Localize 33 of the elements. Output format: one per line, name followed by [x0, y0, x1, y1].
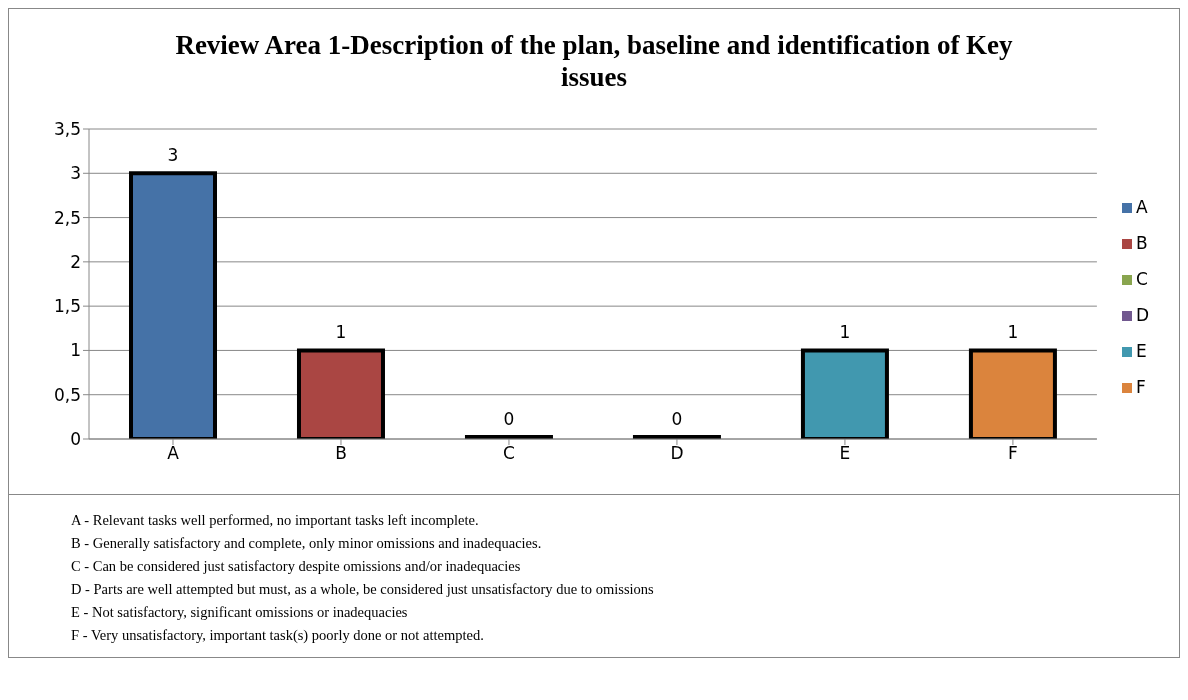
- x-tick-label: D: [670, 443, 684, 464]
- y-tick-label: 3: [70, 163, 81, 184]
- data-label: 1: [1007, 322, 1019, 343]
- legend-label: A: [1135, 196, 1148, 217]
- data-label: 0: [503, 409, 515, 429]
- y-tick-label: 0: [70, 429, 81, 450]
- text: A - Relevant tasks well performed, no important tasks left incomplete.: [71, 511, 480, 530]
- data-label: 1: [839, 322, 851, 343]
- y-tick-label: 1: [70, 340, 81, 361]
- x-tick-label: C: [503, 443, 515, 464]
- legend-label: C: [1135, 268, 1148, 289]
- text: B - Generally satisfactory and complete, only minor omissions and inadequacies.: [71, 534, 543, 553]
- y-tick-label: 2,5: [53, 207, 81, 228]
- data-label: 0: [671, 409, 683, 429]
- x-tick-label: B: [335, 443, 347, 464]
- x-tick-label: F: [1008, 443, 1018, 464]
- y-tick-label: 2: [70, 251, 81, 272]
- y-tick-label: 0,5: [53, 384, 81, 405]
- y-tick-label: 1,5: [53, 296, 81, 317]
- x-tick-label: E: [839, 443, 851, 464]
- data-label: 3: [167, 145, 179, 166]
- legend-label: E: [1135, 340, 1147, 361]
- legend-label: F: [1135, 376, 1146, 397]
- legend-label: B: [1135, 232, 1148, 253]
- data-label: 1: [335, 322, 347, 343]
- text: E - Not satisfactory, significant omissions or inadequacies: [71, 603, 409, 622]
- chart-title: Review Area 1-Description of the plan, baseline and identification of Key issues: [174, 29, 1014, 93]
- text: F - Very unsatisfactory, important task(s) poorly done or not attempted.: [71, 626, 485, 645]
- legend-label: D: [1135, 304, 1149, 325]
- text: C - Can be considered just satisfactory despite omissions and/or inadequacies: [71, 557, 522, 576]
- x-tick-label: A: [167, 443, 180, 464]
- y-tick-label: 3,5: [53, 119, 81, 140]
- text: D - Parts are well attempted but must, as a whole, be considered just unsatisfactory due to omissions: [71, 580, 655, 599]
